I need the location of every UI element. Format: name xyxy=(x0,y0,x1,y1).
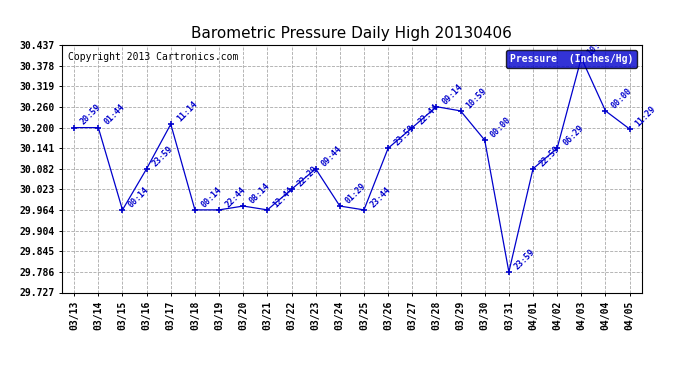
Title: Barometric Pressure Daily High 20130406: Barometric Pressure Daily High 20130406 xyxy=(191,26,513,41)
Text: 11:29: 11:29 xyxy=(634,104,658,128)
Text: 00:00: 00:00 xyxy=(610,86,633,110)
Text: Copyright 2013 Cartronics.com: Copyright 2013 Cartronics.com xyxy=(68,53,238,62)
Text: 20:59: 20:59 xyxy=(79,103,102,127)
Text: 22:44: 22:44 xyxy=(417,103,440,127)
Text: 00:00: 00:00 xyxy=(489,116,513,140)
Text: 23:59: 23:59 xyxy=(393,123,416,147)
Text: 23:44: 23:44 xyxy=(368,185,392,209)
Legend: Pressure  (Inches/Hg): Pressure (Inches/Hg) xyxy=(506,50,637,68)
Text: 08:14: 08:14 xyxy=(248,181,271,205)
Text: 01:29: 01:29 xyxy=(344,181,368,205)
Text: 10:59: 10:59 xyxy=(465,86,489,110)
Text: 09:44: 09:44 xyxy=(320,144,344,168)
Text: 06:29: 06:29 xyxy=(562,123,585,147)
Text: 12:44: 12:44 xyxy=(272,185,295,209)
Text: 11:14: 11:14 xyxy=(175,99,199,123)
Text: 10:: 10: xyxy=(586,40,602,57)
Text: 23:59: 23:59 xyxy=(513,247,537,271)
Text: 22:29: 22:29 xyxy=(296,165,319,189)
Text: 01:44: 01:44 xyxy=(103,103,126,127)
Text: 22:59: 22:59 xyxy=(538,144,561,168)
Text: 22:44: 22:44 xyxy=(224,185,247,209)
Text: 00:14: 00:14 xyxy=(127,185,150,209)
Text: 23:59: 23:59 xyxy=(151,144,175,168)
Text: 09:14: 09:14 xyxy=(441,82,464,106)
Text: 00:14: 00:14 xyxy=(199,185,223,209)
